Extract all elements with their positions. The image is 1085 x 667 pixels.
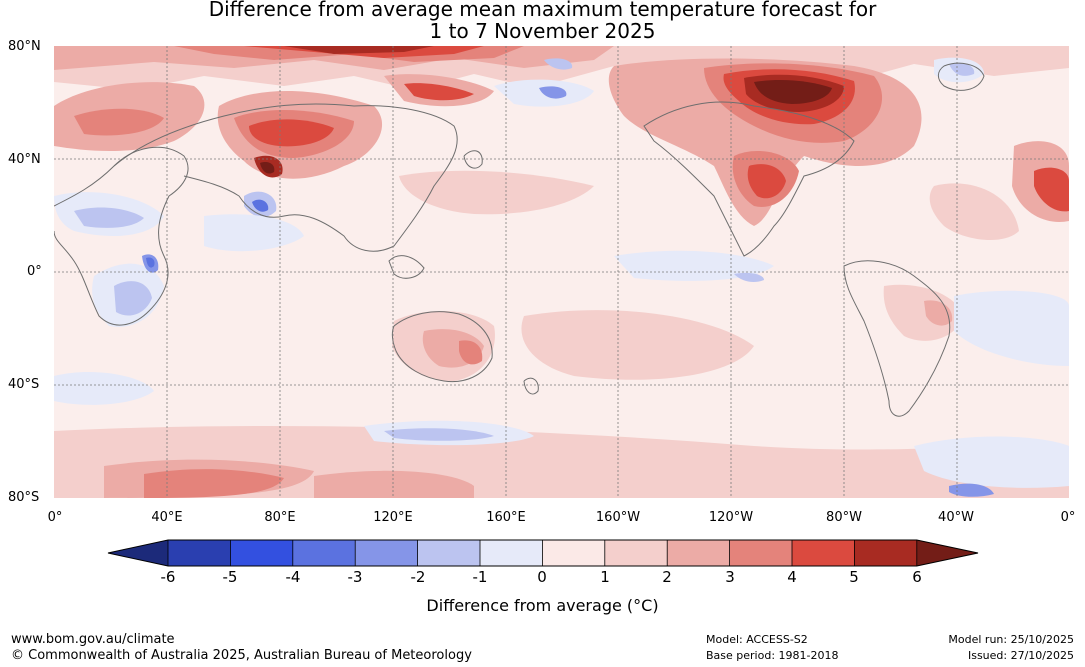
colorbar-swatch-minus2-minus1 bbox=[417, 540, 480, 566]
anomaly-area bbox=[459, 340, 483, 365]
colorbar-swatch-1-2 bbox=[604, 540, 668, 566]
chart-title-line-2: 1 to 7 November 2025 bbox=[429, 19, 656, 43]
colorbar-swatch-minus6-minus5 bbox=[168, 540, 231, 566]
anomaly-area bbox=[146, 257, 155, 268]
colorbar-swatch-5-6 bbox=[854, 540, 917, 566]
anomaly-area bbox=[252, 199, 269, 212]
colorbar-svg bbox=[107, 539, 979, 567]
anomaly-area bbox=[747, 164, 786, 199]
anomaly-area bbox=[949, 483, 994, 497]
colorbar-tick: 0 bbox=[537, 568, 547, 586]
anomaly-area bbox=[284, 46, 434, 54]
anomaly-area bbox=[144, 469, 284, 498]
lat-label-40s: 40°S bbox=[8, 377, 40, 392]
lon-label-160w: 160°W bbox=[595, 510, 641, 525]
footer-model: Model: ACCESS-S2 bbox=[706, 633, 808, 646]
anomaly-area bbox=[54, 371, 154, 405]
colorbar-tick: -2 bbox=[410, 568, 426, 586]
anomaly-area bbox=[249, 119, 334, 147]
coastline-north-america bbox=[643, 101, 855, 257]
anomaly-area bbox=[614, 250, 774, 281]
map-canvas bbox=[54, 46, 1069, 498]
colorbar-swatch-2-3 bbox=[667, 540, 730, 566]
coastline-south-america bbox=[843, 260, 951, 417]
lon-label-120e: 120°E bbox=[373, 510, 413, 525]
footer-base-period: Base period: 1981-2018 bbox=[706, 649, 839, 662]
lon-label-120w: 120°W bbox=[708, 510, 754, 525]
lon-label-0-right: 0° bbox=[1060, 510, 1076, 525]
anomaly-area bbox=[521, 310, 754, 380]
colorbar-swatch-0-1 bbox=[542, 540, 605, 566]
colorbar-tick: -1 bbox=[472, 568, 488, 586]
colorbar-tick: 1 bbox=[600, 568, 610, 586]
lon-label-40e: 40°E bbox=[151, 510, 183, 525]
anomaly-area bbox=[384, 428, 494, 441]
anomaly-area bbox=[74, 207, 144, 228]
coastline-japan bbox=[463, 150, 483, 169]
temperature-anomaly-map bbox=[54, 46, 1069, 498]
colorbar-extend-low bbox=[108, 540, 168, 566]
lon-label-80e: 80°E bbox=[264, 510, 296, 525]
anomaly-area bbox=[404, 83, 474, 101]
colorbar-dividers bbox=[167, 540, 918, 566]
colorbar-tick: 3 bbox=[725, 568, 735, 586]
lat-label-equator: 0° bbox=[27, 264, 42, 279]
colorbar-tick: -6 bbox=[160, 568, 176, 586]
coastline-new-zealand bbox=[523, 377, 539, 395]
colorbar-tick: 2 bbox=[662, 568, 672, 586]
lat-label-40n: 40°N bbox=[8, 152, 41, 167]
colorbar-swatch-4-5 bbox=[792, 540, 855, 566]
graticule bbox=[54, 46, 1069, 498]
anomaly-area bbox=[914, 436, 1069, 488]
colorbar bbox=[106, 538, 980, 572]
colorbar-label: Difference from average (°C) bbox=[426, 596, 659, 615]
anomaly-area bbox=[54, 426, 1069, 498]
colorbar-swatch-minus3-minus2 bbox=[355, 540, 418, 566]
colorbar-swatch-minus4-minus3 bbox=[292, 540, 356, 566]
anomaly-area bbox=[74, 108, 164, 136]
footer-copyright: © Commonwealth of Australia 2025, Austra… bbox=[11, 648, 472, 663]
coastline-greenland bbox=[937, 62, 985, 91]
anomaly-area bbox=[949, 62, 975, 76]
anomaly-area bbox=[754, 80, 832, 104]
lon-label-40w: 40°W bbox=[938, 510, 974, 525]
colorbar-tick: 5 bbox=[849, 568, 859, 586]
lon-label-160e: 160°E bbox=[486, 510, 526, 525]
anomaly-area bbox=[314, 470, 474, 498]
anomaly-area bbox=[544, 58, 573, 70]
coastline-indonesia bbox=[388, 255, 425, 279]
anomaly-area bbox=[734, 272, 764, 282]
colorbar-tick: 4 bbox=[787, 568, 797, 586]
lat-label-80s: 80°S bbox=[8, 490, 40, 505]
colorbar-extend-high bbox=[916, 540, 978, 566]
anomaly-area bbox=[1034, 167, 1069, 212]
anomaly-area bbox=[260, 162, 275, 174]
colorbar-tick: -4 bbox=[285, 568, 301, 586]
colorbar-swatch-minus1-0 bbox=[480, 540, 543, 566]
lon-label-80w: 80°W bbox=[826, 510, 862, 525]
colorbar-tick: -5 bbox=[222, 568, 238, 586]
colorbar-tick: -3 bbox=[347, 568, 363, 586]
colorbar-swatch-3-4 bbox=[729, 540, 792, 566]
anomaly-area bbox=[954, 290, 1069, 366]
coastline-eurasia bbox=[113, 103, 458, 252]
lat-label-80n: 80°N bbox=[8, 39, 41, 54]
anomaly-area bbox=[204, 214, 304, 252]
anomaly-area bbox=[399, 170, 594, 215]
footer-model-run: Model run: 25/10/2025 bbox=[948, 633, 1074, 646]
footer-url: www.bom.gov.au/climate bbox=[11, 632, 175, 647]
chart-title-line-1: Difference from average mean maximum tem… bbox=[208, 0, 877, 21]
anomaly-area bbox=[883, 284, 964, 341]
coastline-australia bbox=[391, 311, 493, 383]
anomaly-area bbox=[929, 183, 1019, 241]
anomaly-area bbox=[114, 281, 152, 316]
coastlines bbox=[54, 62, 985, 417]
footer-issued: Issued: 27/10/2025 bbox=[967, 649, 1074, 662]
lon-label-0-left: 0° bbox=[47, 510, 63, 525]
anomaly-area bbox=[539, 86, 567, 99]
colorbar-swatch-minus5-minus4 bbox=[230, 540, 293, 566]
colorbar-tick: 6 bbox=[912, 568, 922, 586]
